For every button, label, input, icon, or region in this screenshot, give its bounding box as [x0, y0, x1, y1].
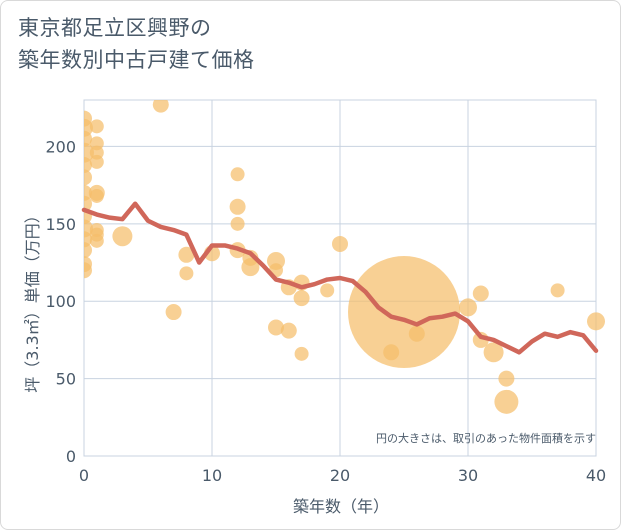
- y-axis-title: 坪（3.3㎡）単価（万円）: [23, 207, 42, 392]
- bubble-point: [84, 169, 92, 186]
- bubble-point: [179, 266, 194, 281]
- bubble-point: [498, 370, 515, 387]
- bubble-point: [293, 290, 310, 307]
- bubble-point: [494, 389, 519, 414]
- x-tick-label: 30: [458, 466, 478, 485]
- x-tick-label: 40: [586, 466, 606, 485]
- bubble-point: [472, 285, 489, 302]
- bubble-point: [241, 258, 260, 277]
- trend-line-layer: [81, 201, 599, 355]
- bubble-point: [229, 198, 246, 215]
- bubbles: [84, 100, 605, 414]
- x-tick-label: 10: [202, 466, 222, 485]
- bubble-point: [84, 262, 92, 279]
- x-tick-label: 20: [330, 466, 350, 485]
- x-axis-title: 築年数（年）: [293, 497, 389, 516]
- chart-title: 東京都足立区興野の 築年数別中古戸建て価格: [18, 12, 255, 76]
- bubble-point: [165, 304, 182, 321]
- bubble-point: [178, 246, 195, 263]
- bubble-point: [89, 154, 104, 169]
- x-tick-label: 0: [79, 466, 89, 485]
- bubble-point: [408, 325, 425, 342]
- title-line-2: 築年数別中古戸建て価格: [18, 48, 255, 72]
- title-line-1: 東京都足立区興野の: [18, 16, 212, 40]
- y-tick-label: 200: [45, 137, 76, 156]
- bubble-point: [294, 346, 309, 361]
- bubble-point: [268, 319, 284, 336]
- bubble-point: [280, 322, 297, 339]
- bubble-point: [84, 242, 92, 259]
- bubble-point: [550, 283, 565, 298]
- bubble-size-note: 円の大きさは、取引のあった物件面積を示す: [376, 431, 596, 445]
- bubble-point: [348, 256, 460, 369]
- bubble-point: [152, 100, 169, 113]
- bubble-point: [230, 167, 245, 182]
- y-tick-label: 50: [56, 370, 76, 389]
- y-tick-label: 100: [45, 292, 76, 311]
- bubble-point: [89, 188, 104, 203]
- y-tick-label: 0: [66, 447, 76, 466]
- bubble-point: [84, 195, 92, 212]
- bubble-point: [320, 283, 335, 298]
- bubble-point: [332, 235, 348, 252]
- average-price-line: [81, 201, 599, 355]
- bubble-point: [230, 216, 245, 231]
- bubble-point: [89, 119, 104, 134]
- y-tick-label: 150: [45, 215, 76, 234]
- bubble-point: [587, 312, 605, 331]
- bubble-point: [483, 342, 504, 363]
- tick-labels: 0 50 100 150 200 0 10 20 30 40: [45, 137, 606, 485]
- bubble-point: [112, 226, 133, 247]
- bubble-point: [89, 233, 104, 248]
- bubble-point: [459, 298, 477, 317]
